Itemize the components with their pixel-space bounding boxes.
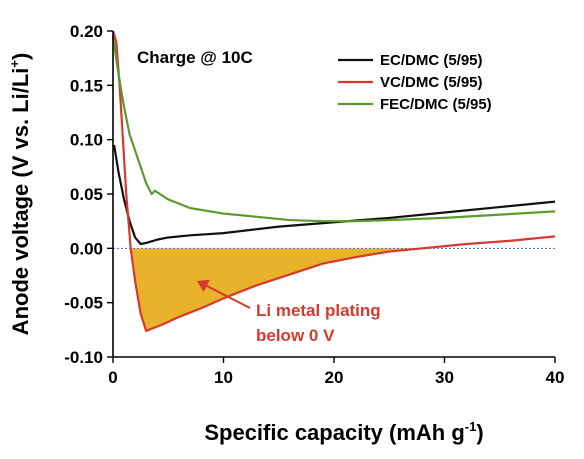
plating-label-line1: Li metal plating xyxy=(256,301,381,320)
y-tick-label: -0.05 xyxy=(64,294,103,313)
y-tick-label: 0.20 xyxy=(70,22,103,41)
legend-label-2: FEC/DMC (5/95) xyxy=(380,96,492,113)
x-tick-label: 30 xyxy=(435,368,454,387)
x-tick-label: 20 xyxy=(325,368,344,387)
tick-layer: 0 10 20 30 40 0.20 0.15 0.10 0.05 0.00 -0.05 -0.10 xyxy=(64,22,564,387)
x-tick-label: 40 xyxy=(546,368,565,387)
legend: EC/DMC (5/95) VC/DMC (5/95) FEC/DMC (5/95) xyxy=(338,52,492,113)
plating-shaded-area xyxy=(130,248,423,331)
plating-arrow-shaft xyxy=(206,285,251,309)
x-axis-title: Specific capacity (mAh g-1) xyxy=(204,419,483,445)
y-axis-title: Anode voltage (V vs. Li/Li+) xyxy=(7,53,33,336)
y-tick-label: 0.10 xyxy=(70,131,103,150)
series-layer xyxy=(111,30,556,333)
legend-label-0: EC/DMC (5/95) xyxy=(380,52,483,69)
y-tick-label: 0.00 xyxy=(70,239,103,258)
series-line-0 xyxy=(113,144,556,246)
y-tick-label: 0.15 xyxy=(70,76,103,95)
plating-annotation: Li metal plating below 0 V xyxy=(196,279,381,345)
legend-label-1: VC/DMC (5/95) xyxy=(380,74,483,91)
plating-region-layer xyxy=(130,248,423,331)
plating-label-line2: below 0 V xyxy=(256,326,335,345)
x-tick-label: 0 xyxy=(108,368,117,387)
chart-condition-label: Charge @ 10C xyxy=(137,48,253,67)
y-tick-label: 0.05 xyxy=(70,185,103,204)
series-line-2 xyxy=(111,36,556,223)
x-tick-label: 10 xyxy=(214,368,233,387)
series-line-1 xyxy=(111,30,556,333)
plating-arrow-head xyxy=(196,279,210,293)
y-tick-label: -0.10 xyxy=(64,348,103,367)
